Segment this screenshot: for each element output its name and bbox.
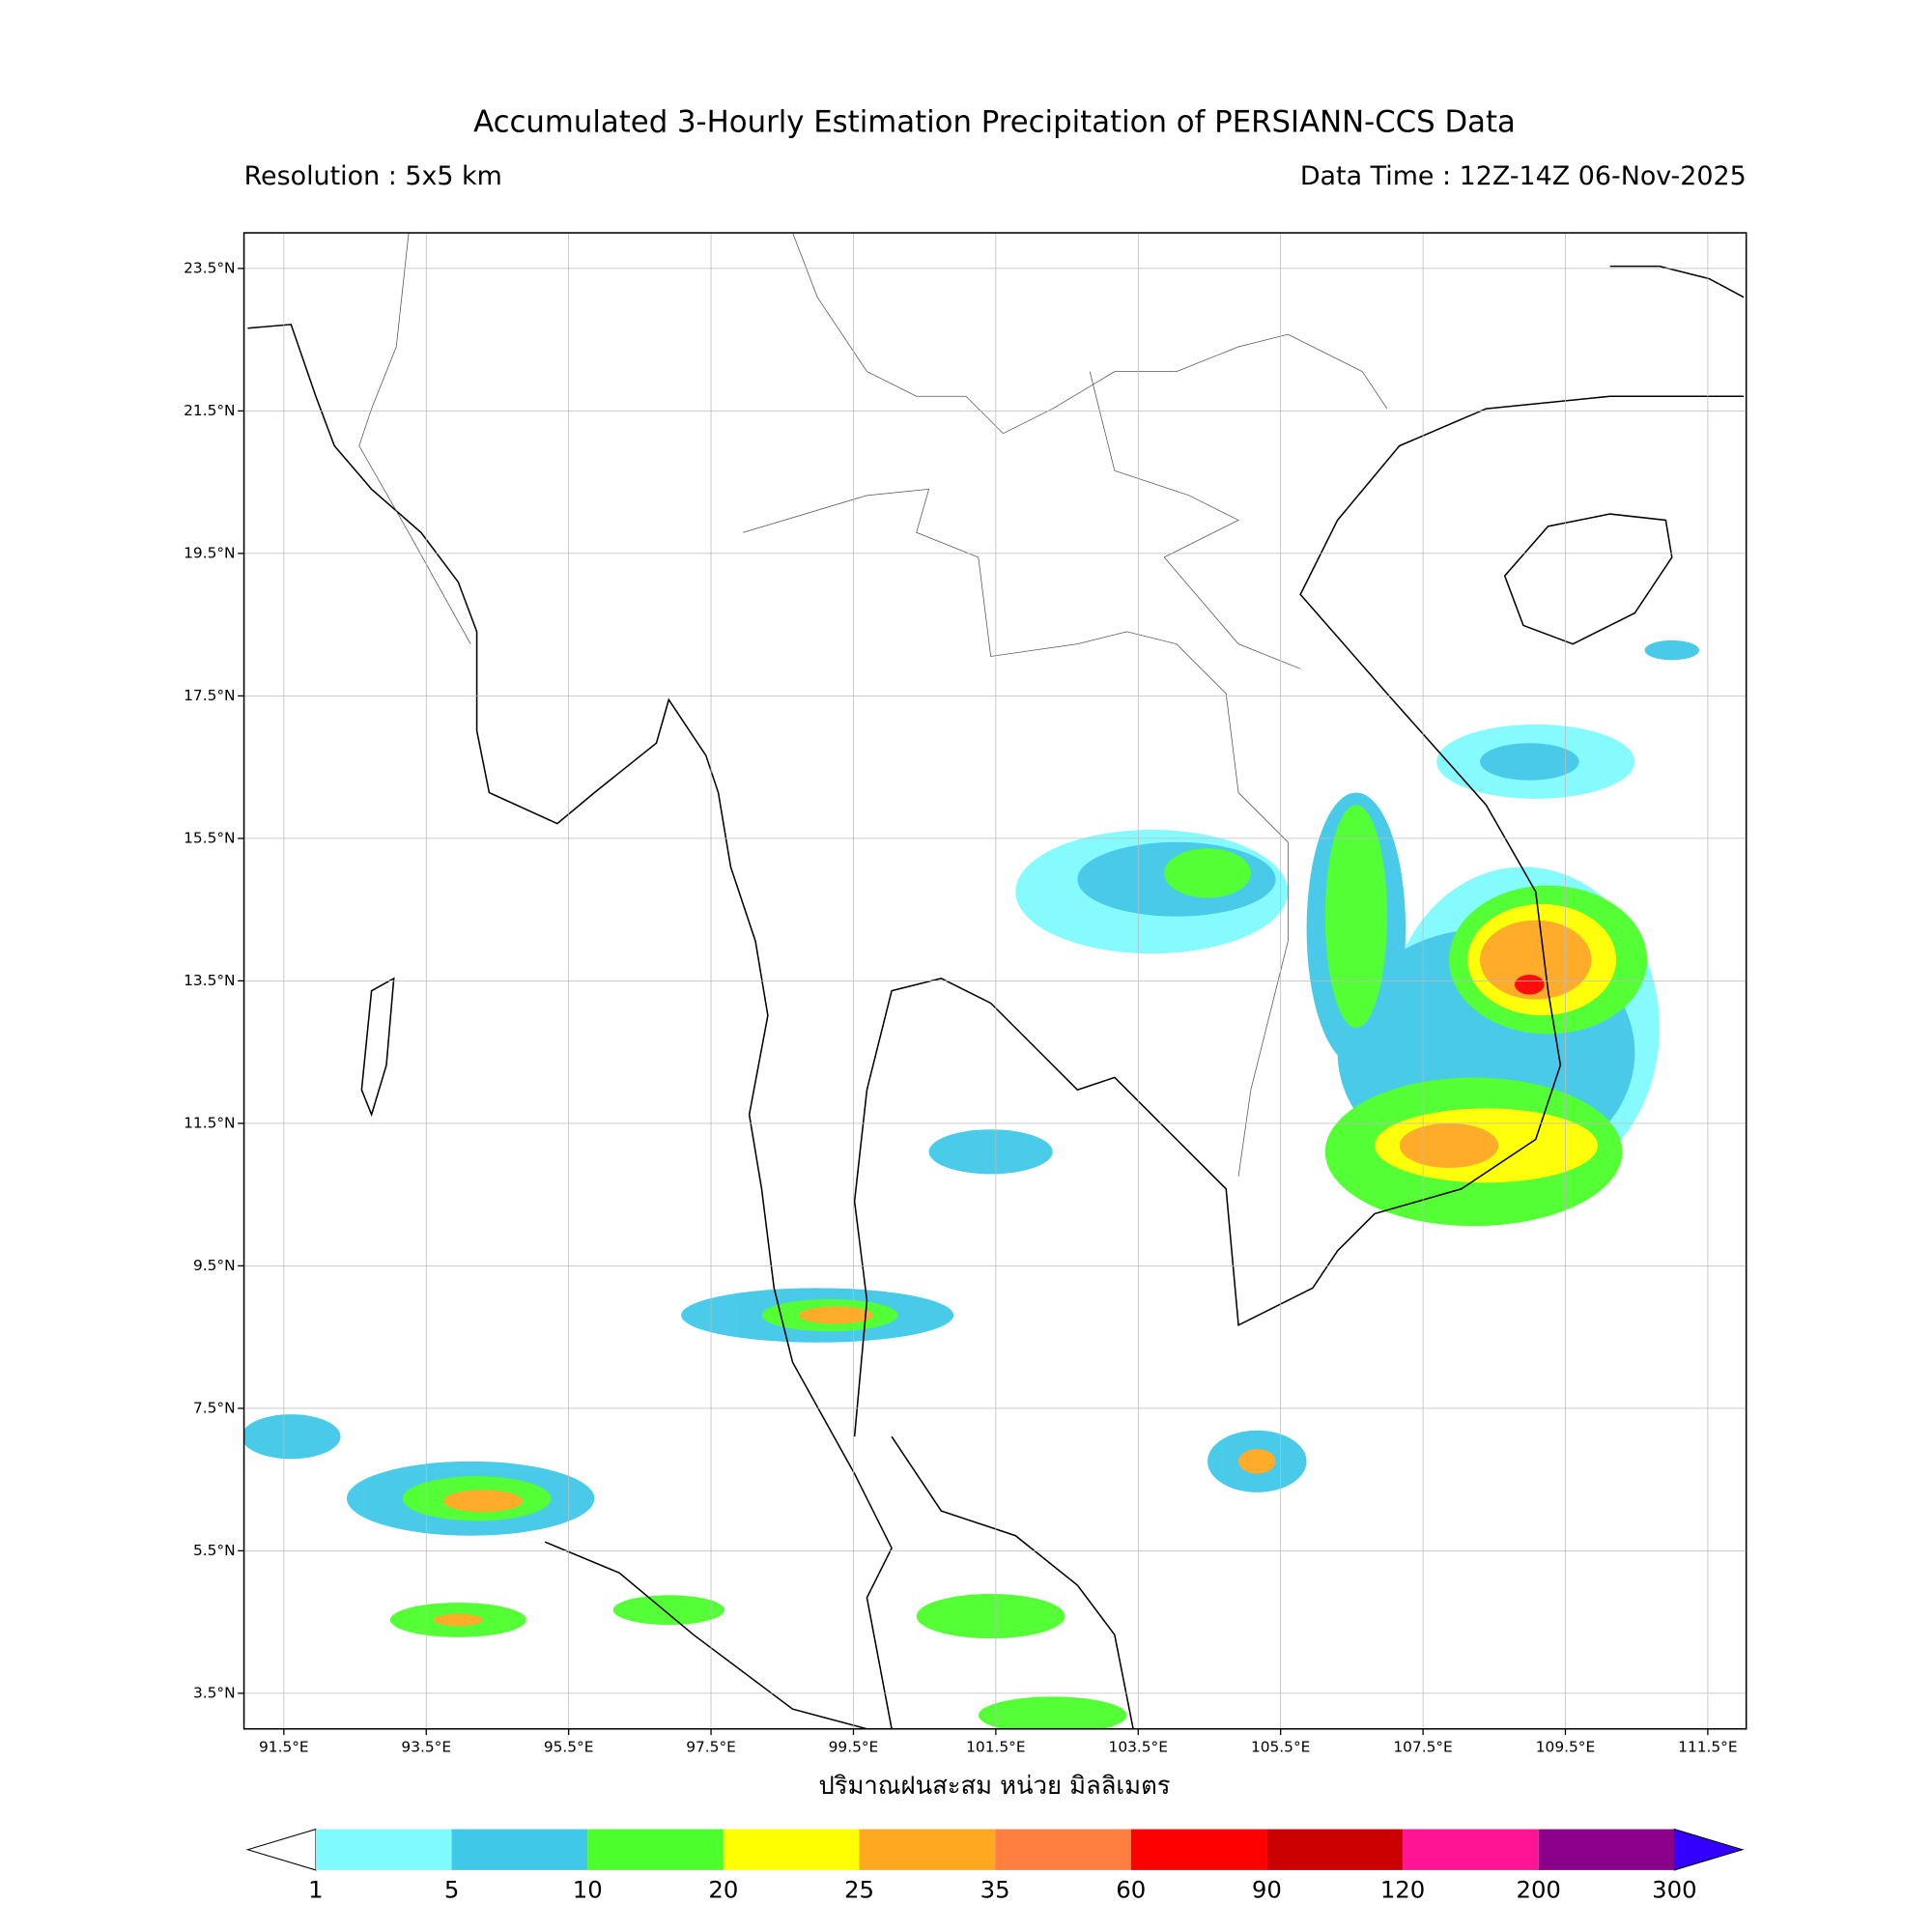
lat-tick-label: 3.5°N bbox=[193, 1684, 236, 1701]
colorbar-label: 35 bbox=[980, 1876, 1010, 1904]
colorbar-label: 20 bbox=[708, 1876, 738, 1904]
colorbar-bin bbox=[995, 1829, 1131, 1870]
colorbar: 1 5 10 20 25 35 60 90 120 200 300 bbox=[245, 1828, 1745, 1904]
colorbar-label: 200 bbox=[1516, 1876, 1560, 1904]
borders bbox=[358, 233, 1388, 1178]
colorbar-bin bbox=[451, 1829, 588, 1870]
lat-tick-label: 17.5°N bbox=[184, 687, 235, 704]
lat-tick-label: 15.5°N bbox=[184, 829, 235, 846]
grid: 91.5°E 93.5°E 95.5°E 97.5°E 99.5°E 101.5°E 103… bbox=[184, 233, 1747, 1755]
lon-tick-label: 101.5°E bbox=[966, 1738, 1025, 1755]
lon-tick-label: 93.5°E bbox=[401, 1738, 451, 1755]
colorbar-label: 90 bbox=[1252, 1876, 1282, 1904]
lon-tick-label: 95.5°E bbox=[544, 1738, 594, 1755]
lon-tick-label: 105.5°E bbox=[1251, 1738, 1310, 1755]
colorbar-label: 5 bbox=[444, 1876, 460, 1904]
lon-tick-label: 107.5°E bbox=[1393, 1738, 1452, 1755]
lat-tick-label: 19.5°N bbox=[184, 544, 235, 561]
colorbar-label: 120 bbox=[1380, 1876, 1425, 1904]
colorbar-bin bbox=[723, 1829, 860, 1870]
colorbar-bin bbox=[1266, 1829, 1404, 1870]
precipitation-field bbox=[243, 639, 1699, 1729]
title: Accumulated 3-Hourly Estimation Precipit… bbox=[473, 105, 1516, 140]
colorbar-bin bbox=[1403, 1829, 1539, 1870]
lon-tick-label: 103.5°E bbox=[1109, 1738, 1168, 1755]
lon-tick-label: 109.5°E bbox=[1536, 1738, 1595, 1755]
colorbar-under bbox=[245, 1828, 317, 1871]
lon-tick-label: 97.5°E bbox=[686, 1738, 736, 1755]
colorbar-label: 300 bbox=[1652, 1876, 1696, 1904]
axis-label: ปริมาณฝนสะสม หน่วย มิลลิเมตร bbox=[818, 1772, 1170, 1801]
map-area bbox=[243, 233, 1745, 1729]
map-frame bbox=[242, 232, 1747, 1730]
data-time: Data Time : 12Z-14Z 06-Nov-2025 bbox=[1300, 161, 1747, 191]
lat-tick-label: 9.5°N bbox=[193, 1257, 236, 1274]
colorbar-label: 60 bbox=[1116, 1876, 1146, 1904]
lon-tick-label: 111.5°E bbox=[1678, 1738, 1737, 1755]
lat-tick-label: 13.5°N bbox=[184, 972, 235, 989]
colorbar-bin bbox=[1130, 1829, 1267, 1870]
lat-tick-label: 5.5°N bbox=[193, 1542, 236, 1559]
lat-tick-label: 23.5°N bbox=[184, 259, 235, 276]
lon-tick-label: 99.5°E bbox=[829, 1738, 879, 1755]
colorbar-bin bbox=[315, 1829, 452, 1870]
lat-tick-label: 7.5°N bbox=[193, 1399, 236, 1416]
colorbar-label: 25 bbox=[844, 1876, 874, 1904]
colorbar-label: 1 bbox=[308, 1876, 324, 1904]
colorbar-bin bbox=[1538, 1829, 1675, 1870]
coastlines bbox=[247, 265, 1745, 1729]
lat-tick-label: 11.5°N bbox=[184, 1114, 235, 1131]
colorbar-over bbox=[1673, 1828, 1745, 1871]
colorbar-bin bbox=[587, 1829, 724, 1870]
lat-tick-label: 21.5°N bbox=[184, 402, 235, 419]
resolution: Resolution : 5x5 km bbox=[244, 161, 502, 191]
colorbar-bin bbox=[859, 1829, 996, 1870]
lon-tick-label: 91.5°E bbox=[259, 1738, 309, 1755]
colorbar-label: 10 bbox=[573, 1876, 603, 1904]
